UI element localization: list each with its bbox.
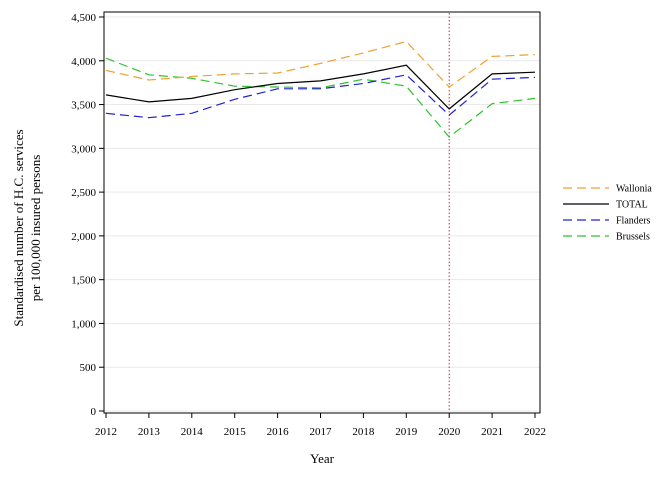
series-lines xyxy=(105,40,536,138)
x-tick-label: 2018 xyxy=(352,426,375,438)
gridlines xyxy=(104,16,540,412)
x-tick-label: 2020 xyxy=(438,426,461,438)
x-tick-label: 2014 xyxy=(181,426,204,438)
y-axis-title-line-2: per 100,000 insured persons xyxy=(28,155,43,302)
x-tick-label: 2016 xyxy=(267,426,290,438)
plot-background xyxy=(104,12,540,413)
x-axis: 2012 2013 2014 2015 2016 2017 2018 2019 2020 2021… xyxy=(95,413,546,438)
y-tick-label: 500 xyxy=(80,362,97,374)
series-line-total xyxy=(105,64,536,110)
y-tick-label: 2,000 xyxy=(71,231,96,243)
y-tick-label: 0 xyxy=(91,406,97,418)
legend-label-brussels: Brussels xyxy=(616,232,650,243)
y-tick-label: 4,500 xyxy=(71,12,96,24)
y-tick-label: 1,500 xyxy=(71,275,96,287)
y-axis-title: Standardised number of H.C. services per… xyxy=(11,129,43,326)
y-axis-title-line-1: Standardised number of H.C. services xyxy=(11,129,26,326)
plot-frame xyxy=(103,11,541,414)
y-tick-label: 4,000 xyxy=(71,56,96,68)
x-tick-label: 2015 xyxy=(224,426,247,438)
series-line-flanders xyxy=(105,74,536,119)
x-tick-label: 2013 xyxy=(138,426,161,438)
legend-label-wallonia: Wallonia xyxy=(616,184,652,195)
y-axis: 0 500 1,000 1,500 2,000 2,500 3,000 3,500 4,000 4… xyxy=(71,12,104,418)
legend-label-flanders: Flanders xyxy=(616,216,651,227)
legend: Wallonia TOTAL Flanders Brussels xyxy=(563,184,652,243)
x-tick-label: 2017 xyxy=(310,426,333,438)
y-tick-label: 1,000 xyxy=(71,318,96,330)
x-tick-label: 2012 xyxy=(95,426,117,438)
y-tick-label: 3,500 xyxy=(71,100,96,112)
y-tick-label: 2,500 xyxy=(71,187,96,199)
x-axis-title: Year xyxy=(310,451,335,466)
legend-label-total: TOTAL xyxy=(616,200,648,211)
y-tick-label: 3,000 xyxy=(71,143,96,155)
x-tick-label: 2019 xyxy=(395,426,418,438)
series-line-wallonia xyxy=(105,40,536,88)
x-tick-label: 2022 xyxy=(524,426,546,438)
x-tick-label: 2021 xyxy=(481,426,503,438)
